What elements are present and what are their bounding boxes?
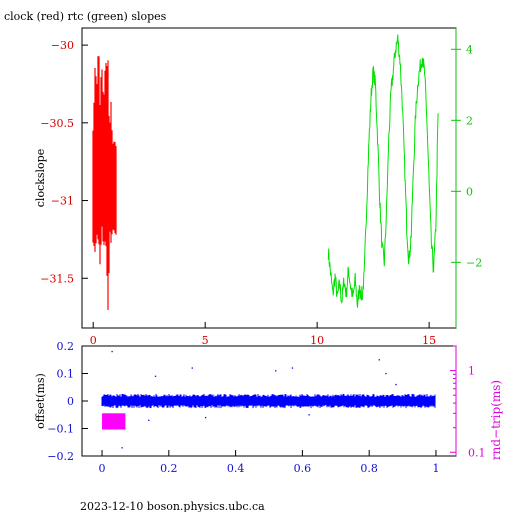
y-tick-label: −31	[51, 195, 74, 208]
rtc-series	[327, 34, 439, 308]
chart-title: clock (red) rtc (green) slopes	[4, 10, 167, 23]
offset-outlier-point	[204, 416, 207, 419]
y-tick-label: −30.5	[40, 117, 74, 130]
y-tick-label: 0	[67, 395, 74, 408]
rndtrip-axis-label: rnd−trip(ms)	[489, 380, 503, 460]
footer-text: 2023-12-10 boson.physics.ubc.ca	[80, 500, 265, 512]
offset-outlier-point	[385, 372, 387, 375]
rndtrip-series	[102, 413, 126, 430]
rtc-line	[327, 34, 439, 308]
y2-tick-label: 0	[466, 185, 473, 198]
clockslope-axis: −30 −30.5 −31 −31.5	[40, 39, 88, 285]
offset-panel: 0.20.10−0.1−0.2 10.1 0 0.2 0.4 0.6 0.8 1 offs…	[34, 340, 503, 475]
y2-tick-label: 1	[468, 365, 475, 378]
offset-outlier-point	[111, 350, 113, 353]
rndtrip-axis: 10.1	[450, 345, 486, 459]
rtc-axis: 4 2 0 −2	[451, 28, 482, 328]
x-tick-label: 5	[202, 334, 209, 347]
x-tick-label: 0.6	[294, 462, 312, 475]
offset-outlier-point	[378, 359, 380, 361]
offset-outlier-point	[148, 419, 150, 421]
offset-outlier-point	[191, 367, 193, 369]
y2-tick-label: −2	[466, 256, 482, 269]
offset-outlier-point	[121, 447, 123, 449]
x-tick-label: 0	[99, 462, 106, 475]
x-tick-label: 1	[432, 462, 439, 475]
x-tick-label: 10	[310, 334, 324, 347]
y-tick-label: −0.1	[47, 423, 74, 436]
slopes-plot-frame	[81, 27, 457, 329]
slopes-panel: −30 −30.5 −31 −31.5 4 2 0 −2 0 5 10 15 clockslope	[34, 27, 482, 347]
x-tick-label: 15	[422, 334, 436, 347]
y-tick-label: 0.2	[57, 340, 75, 353]
offset-axis-label: offset(ms)	[34, 373, 47, 429]
clockslope-axis-label: clockslope	[34, 149, 47, 207]
x-tick-label: 0.4	[227, 462, 245, 475]
offset-series	[101, 350, 436, 449]
y-tick-label: 0.1	[57, 368, 75, 381]
slopes-x-axis: 0 5 10 15	[90, 322, 436, 347]
y-tick-label: −31.5	[40, 272, 74, 285]
x-tick-label: 0.8	[360, 462, 378, 475]
clock-series	[92, 56, 117, 310]
offset-outlier-point	[154, 375, 157, 377]
y-tick-label: −0.2	[47, 450, 74, 463]
y2-tick-label: 2	[466, 114, 473, 127]
x-tick-label: 0.2	[160, 462, 178, 475]
y2-tick-label: 0.1	[468, 446, 486, 459]
rndtrip-point-cluster	[102, 413, 126, 430]
y2-tick-label: 4	[466, 43, 473, 56]
offset-axis: 0.2 0.1 0 −0.1 −0.2	[47, 340, 88, 463]
x-tick-label: 0	[90, 334, 97, 347]
offset-outlier-point	[291, 367, 294, 369]
offset-outlier-point	[308, 414, 310, 416]
offset-x-axis: 0 0.2 0.4 0.6 0.8 1	[99, 450, 439, 475]
y-tick-label: −30	[51, 39, 74, 52]
offset-outlier-point	[275, 370, 277, 372]
offset-outlier-point	[395, 383, 397, 386]
